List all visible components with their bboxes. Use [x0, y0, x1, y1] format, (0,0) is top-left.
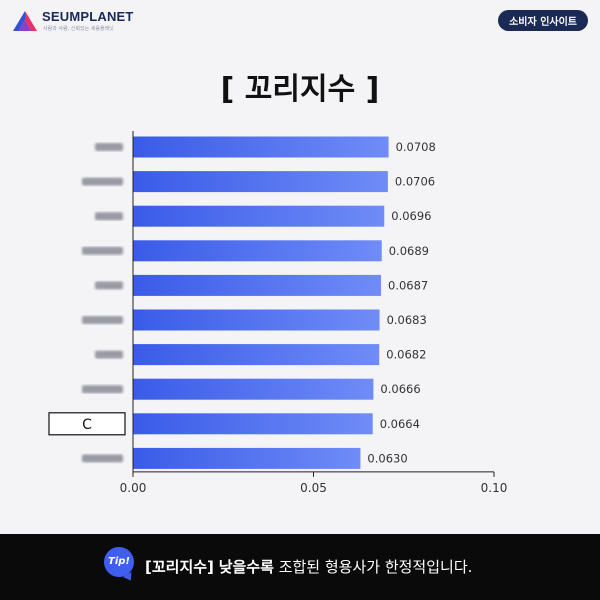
- brand-logo: SEUMPLANET 사람과 사람, 신뢰있는 세움플래닛: [12, 8, 142, 38]
- bar: [133, 205, 385, 227]
- bar-value-label: 0.0708: [396, 140, 436, 154]
- bar: [133, 447, 361, 469]
- bar-value-label: 0.0664: [380, 417, 420, 431]
- category-label: C: [82, 417, 92, 433]
- footnote: [꼬리지수] 낮을수록 조합된 형용사가 한정적입니다.: [145, 556, 472, 577]
- page-title: [ 꼬리지수 ]: [220, 72, 380, 107]
- bar-value-label: 0.0682: [386, 348, 426, 362]
- bar: [133, 274, 382, 296]
- highlighted-category-box: [48, 412, 126, 436]
- category-badge: 소비자 인사이트: [498, 10, 588, 31]
- footer-bar: Tip! [꼬리지수] 낮을수록 조합된 형용사가 한정적입니다.: [0, 534, 600, 600]
- blurred-category-label: [82, 385, 123, 394]
- bar: [133, 136, 389, 158]
- seumplanet-logo-icon: [13, 11, 37, 31]
- bar: [133, 378, 374, 400]
- bar: [133, 413, 373, 435]
- footnote-emphasis: 낮을수록: [218, 558, 274, 576]
- blurred-category-label: [82, 246, 123, 255]
- x-tick-label: 0.00: [120, 481, 147, 495]
- blurred-category-label: [82, 177, 123, 186]
- blurred-category-label: [95, 143, 123, 151]
- x-tick-label: 0.10: [481, 481, 508, 495]
- bar: [133, 344, 380, 366]
- bar-value-label: 0.0630: [367, 451, 407, 465]
- bar-value-label: 0.0683: [387, 313, 427, 327]
- blurred-category-label: [95, 281, 123, 290]
- blurred-category-label: [95, 212, 123, 221]
- blurred-category-label: [82, 316, 123, 324]
- tip-icon: Tip!: [104, 547, 134, 577]
- x-tick-label: 0.05: [300, 481, 327, 495]
- blurred-category-label: [82, 454, 123, 463]
- bar-value-label: 0.0666: [380, 382, 420, 396]
- bar-chart: 0.0708 0.0706 0.0696 0.0689 0.0687 0.0683 0.06…: [48, 131, 508, 495]
- bar: [133, 171, 388, 193]
- bar: [133, 240, 382, 262]
- brand-tagline: 사람과 사람, 신뢰있는 세움플래닛: [43, 26, 114, 32]
- footnote-term: [꼬리지수]: [145, 558, 214, 576]
- blurred-category-label: [95, 350, 123, 359]
- bar-value-label: 0.0689: [389, 244, 429, 258]
- bar-value-label: 0.0687: [388, 278, 428, 292]
- bar-value-label: 0.0706: [395, 175, 435, 189]
- bar-value-label: 0.0696: [391, 209, 431, 223]
- brand-name: SEUMPLANET: [42, 9, 134, 24]
- bar: [133, 309, 380, 331]
- footnote-text: 조합된 형용사가 한정적입니다.: [278, 558, 473, 576]
